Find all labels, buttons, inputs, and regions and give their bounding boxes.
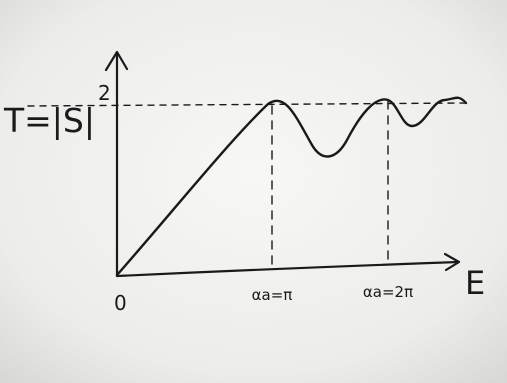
origin-label: 0 [114, 291, 127, 315]
tick-label: αa=2π [363, 283, 413, 301]
y-label: T=|S| [3, 101, 95, 140]
x-label: E [465, 264, 485, 302]
paper [0, 0, 507, 383]
page: {"sketch": { "y_label": {"text": "T=|S|"… [0, 0, 507, 383]
tick-label: αa=π [252, 286, 293, 304]
y-label-superscript: 2 [98, 81, 111, 105]
sketch: T=|S| 2 E 0 αa=π αa=2π [0, 0, 507, 383]
